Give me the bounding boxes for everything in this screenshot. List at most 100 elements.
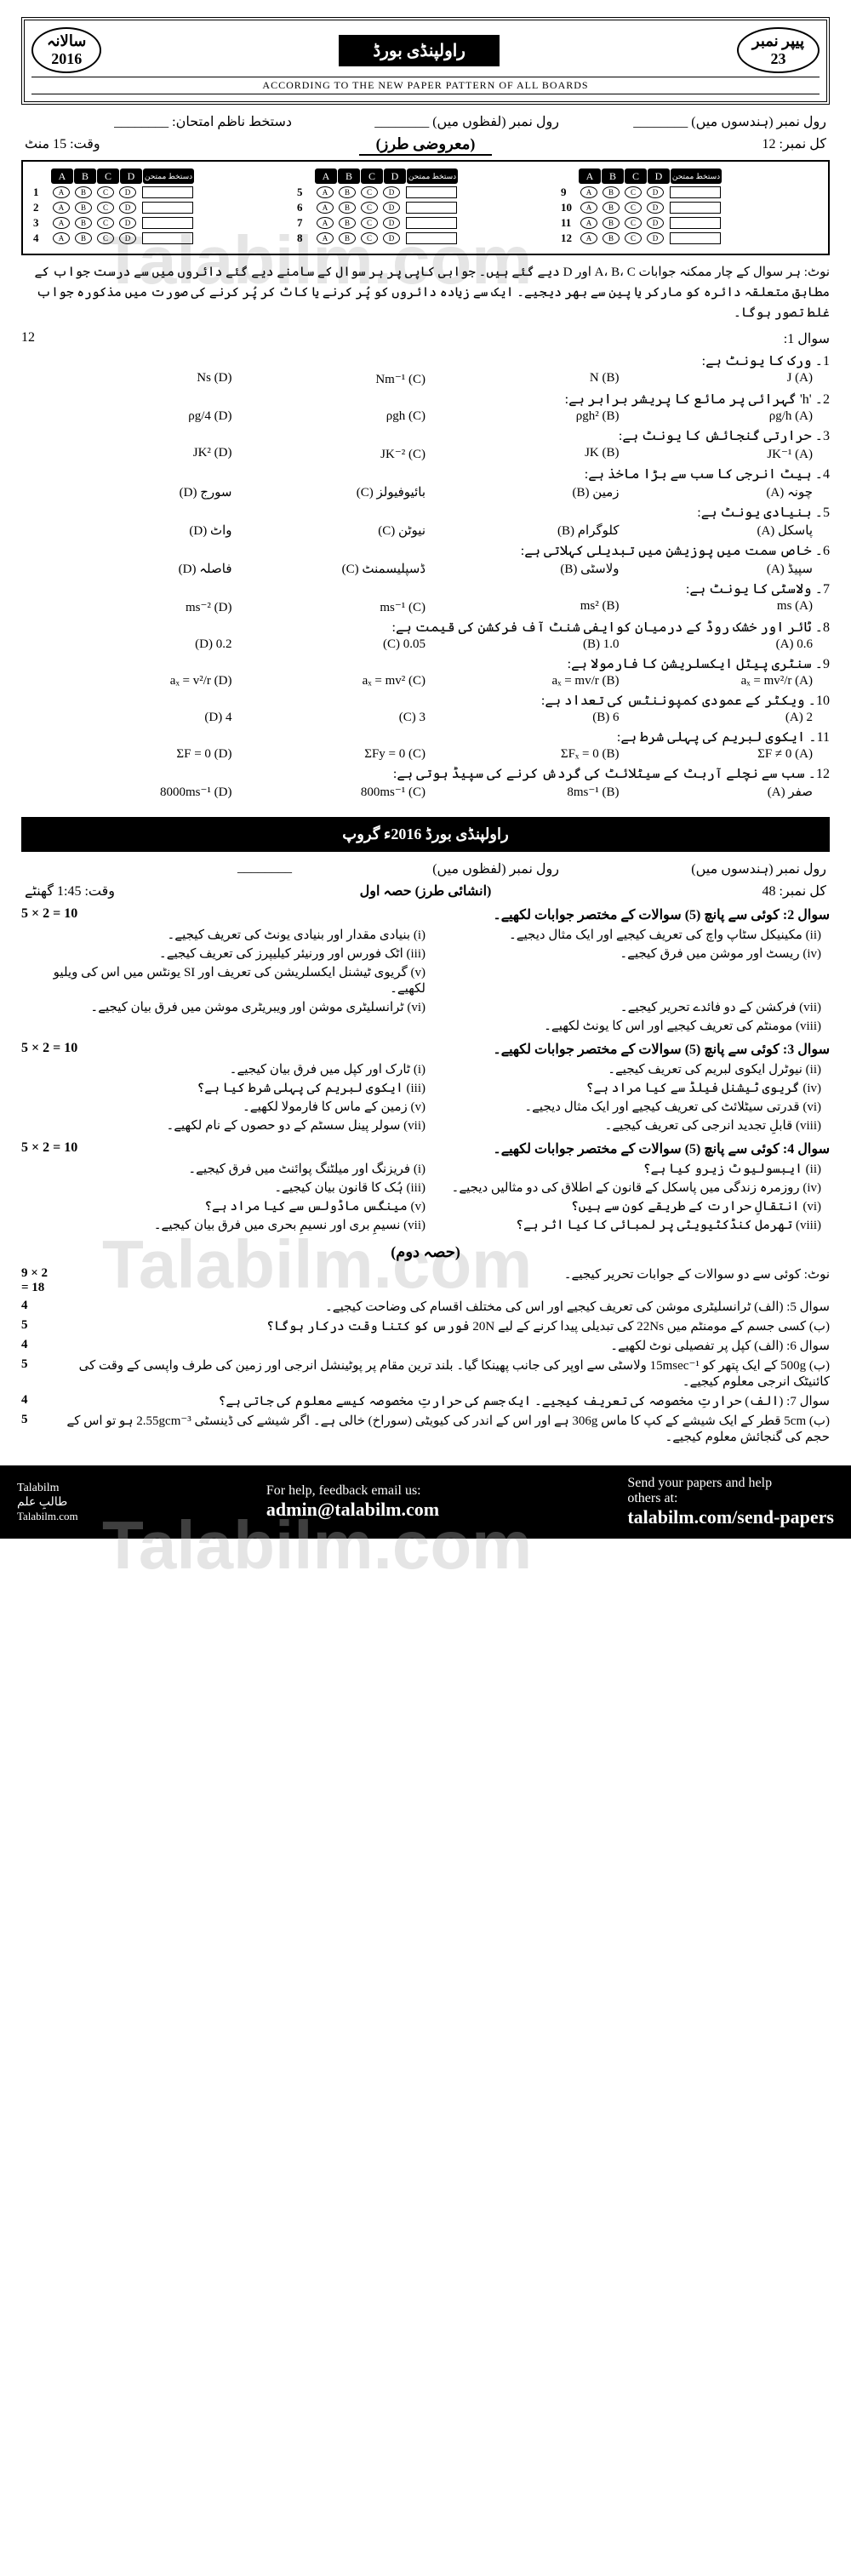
mcq-opt-d: ρg/4 (D): [38, 409, 232, 424]
mcq-opt-a: J (A): [620, 371, 814, 387]
bubble-B[interactable]: B: [339, 232, 356, 244]
mcq-item: 7۔ ولاسٹی کا یونٹ ہے: ms (A) ms² (B) ms⁻…: [21, 580, 830, 615]
bubble-D[interactable]: D: [647, 186, 664, 198]
mcq-opt-b: N (B): [426, 371, 620, 387]
bubble-B[interactable]: B: [339, 186, 356, 198]
long-q-marks: 4: [21, 1338, 55, 1354]
mcq-opt-a: 2 (A): [620, 711, 814, 725]
subj-roll-w: رول نمبر (لفظوں میں): [292, 860, 559, 877]
sq2-title: سوال 2: کوئی سے پانچ (5) سوالات کے مختصر…: [493, 906, 830, 923]
bubble-row: 6ABCD: [297, 201, 554, 214]
bubble-D[interactable]: D: [647, 217, 664, 229]
bubble-row: 5ABCD: [297, 186, 554, 199]
short-q-right: (viii) مومنٹم کی تعریف کیجیے اور اس کا ی…: [426, 1018, 821, 1034]
long-q-text: سوال 7: (الف) حرارتِ مخصوصہ کی تعریف کیج…: [55, 1393, 830, 1409]
bubble-C[interactable]: C: [97, 202, 114, 214]
mcq-question: 4۔ ہیٹ انرجی کا سب سے بڑا ماخذ ہے:: [21, 466, 830, 483]
bubble-C[interactable]: C: [361, 217, 378, 229]
bubble-B[interactable]: B: [339, 202, 356, 214]
bubble-D[interactable]: D: [383, 232, 400, 244]
bubble-B[interactable]: B: [603, 186, 620, 198]
mcq-opt-b: زمین (B): [426, 484, 620, 500]
bubble-B[interactable]: B: [603, 202, 620, 214]
long-q-list: سوال 5: (الف) ٹرانسلیٹری موشن کی تعریف ک…: [21, 1299, 830, 1445]
short-q-row: (i) فریزنگ اور میلٹنگ پوائنٹ میں فرق کیج…: [21, 1161, 830, 1177]
bubble-C[interactable]: C: [97, 232, 114, 244]
bubble-A[interactable]: A: [580, 217, 597, 229]
long-q-item: (ب) 5cm قطر کے ایک شیشے کے کپ کا ماس 306…: [21, 1413, 830, 1445]
bubble-A[interactable]: A: [317, 202, 334, 214]
bubble-D[interactable]: D: [383, 186, 400, 198]
bubble-B[interactable]: B: [603, 232, 620, 244]
bubble-A[interactable]: A: [317, 232, 334, 244]
short-q-right: (vii) فرکشن کے دو فائدے تحریر کیجیے۔: [426, 999, 821, 1015]
paper-no: 23: [752, 50, 804, 68]
bubble-A[interactable]: A: [53, 217, 70, 229]
mcq-opt-d: aₓ = v²/r (D): [38, 674, 232, 688]
bubble-D[interactable]: D: [119, 232, 136, 244]
mcq-opt-c: ڈسپلیسمنٹ (C): [232, 561, 426, 577]
bubble-D[interactable]: D: [119, 202, 136, 214]
bubble-row: 7ABCD: [297, 216, 554, 230]
bubble-C[interactable]: C: [625, 186, 642, 198]
paper-oval: پیپر نمبر 23: [737, 27, 820, 73]
short-q-right: (viii) تھرمل کنڈکٹیویٹی پر لمبائی کا کیا…: [426, 1217, 821, 1233]
bubble-B[interactable]: B: [339, 217, 356, 229]
bubble-C[interactable]: C: [625, 232, 642, 244]
long-q-item: (ب) 500g کے ایک پتھر کو 15msec⁻¹ ولاسٹی …: [21, 1357, 830, 1390]
bubble-A[interactable]: A: [580, 232, 597, 244]
bubble-D[interactable]: D: [383, 202, 400, 214]
bubble-A[interactable]: A: [317, 217, 334, 229]
mcq-opt-d: ms⁻² (D): [38, 599, 232, 615]
mcq-opt-c: نیوٹن (C): [232, 523, 426, 539]
short-q-row: (v) زمین کے ماس کا فارمولا لکھیے۔(vi) قد…: [21, 1099, 830, 1115]
subj-total: کل نمبر: 48: [559, 882, 826, 900]
part2-note: نوٹ: کوئی سے دو سوالات کے جوابات تحریر ک…: [21, 1266, 830, 1295]
bubble-D[interactable]: D: [119, 217, 136, 229]
mcq-opt-a: پاسکل (A): [620, 523, 814, 539]
bubble-B[interactable]: B: [75, 217, 92, 229]
bubble-C[interactable]: C: [625, 202, 642, 214]
bubble-D[interactable]: D: [647, 202, 664, 214]
sign-label: دستخط ناظم امتحان:: [172, 115, 292, 129]
mcq-opt-c: 3 (C): [232, 711, 426, 725]
short-q-row: (vii) نسیمِ بری اور نسیمِ بحری میں فرق ب…: [21, 1217, 830, 1233]
bubble-A[interactable]: A: [580, 186, 597, 198]
bubble-B[interactable]: B: [603, 217, 620, 229]
long-q-marks: 4: [21, 1393, 55, 1409]
q1-label: سوال 1:: [784, 330, 830, 347]
total-label: کل نمبر:: [779, 137, 826, 151]
mcq-opt-a: سپیڈ (A): [620, 561, 814, 577]
bubble-B[interactable]: B: [75, 202, 92, 214]
bubble-B[interactable]: B: [75, 186, 92, 198]
roll-num-label: رول نمبر (ہندسوں میں): [691, 115, 826, 129]
bubble-A[interactable]: A: [53, 232, 70, 244]
mcq-question: 5۔ بنیادی یونٹ ہے:: [21, 504, 830, 521]
short-q-left: [30, 1018, 426, 1034]
short-q-right: (ii) ایبسولیوٹ زیرو کیا ہے؟: [426, 1161, 821, 1177]
bubble-A[interactable]: A: [53, 202, 70, 214]
mcq-opt-d: واٹ (D): [38, 523, 232, 539]
bubble-C[interactable]: C: [361, 232, 378, 244]
bubble-A[interactable]: A: [580, 202, 597, 214]
bubble-B[interactable]: B: [75, 232, 92, 244]
bubble-C[interactable]: C: [97, 186, 114, 198]
bubble-C[interactable]: C: [361, 202, 378, 214]
bubble-D[interactable]: D: [119, 186, 136, 198]
bubble-D[interactable]: D: [383, 217, 400, 229]
footer-logo-en: Talabilm: [17, 1482, 78, 1495]
bubble-D[interactable]: D: [647, 232, 664, 244]
bubble-C[interactable]: C: [625, 217, 642, 229]
mcq-question: 9۔ سنٹری پیٹل ایکسلریشن کا فارمولا ہے:: [21, 655, 830, 672]
bubble-A[interactable]: A: [53, 186, 70, 198]
mcq-opt-b: کلوگرام (B): [426, 523, 620, 539]
mcq-opt-b: ΣFₓ = 0 (B): [426, 747, 620, 762]
footer-help-text: For help, feedback email us:: [266, 1483, 439, 1499]
page-footer: Talabilm طالبِ علم Talabilm.com For help…: [0, 1465, 851, 1539]
bubble-C[interactable]: C: [361, 186, 378, 198]
instruction-note: نوٹ: ہر سوال کے چار ممکنہ جوابات A، B، C…: [21, 262, 830, 323]
q1-marks: 12: [21, 330, 35, 347]
short-q-left: (v) زمین کے ماس کا فارمولا لکھیے۔: [30, 1099, 426, 1115]
bubble-A[interactable]: A: [317, 186, 334, 198]
bubble-C[interactable]: C: [97, 217, 114, 229]
